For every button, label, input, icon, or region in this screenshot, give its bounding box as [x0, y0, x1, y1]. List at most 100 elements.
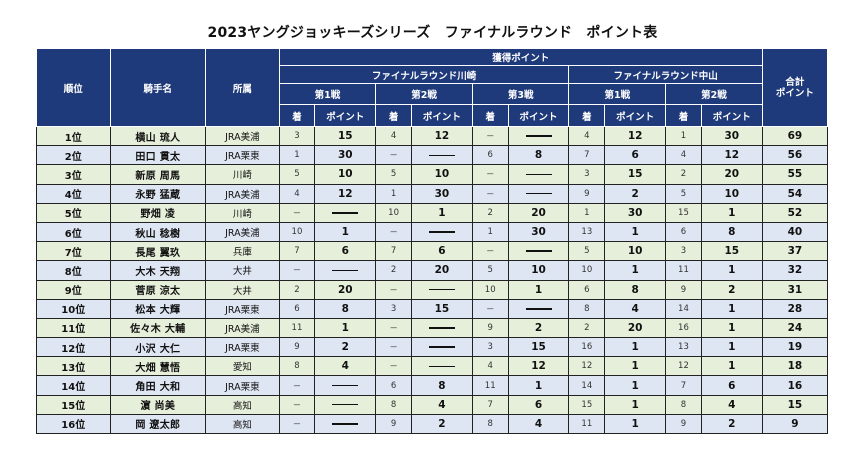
jockey-name-cell: 濵 尚美 — [109, 394, 207, 415]
kawasaki-race2-points-cell — [410, 279, 473, 300]
nakayama-race2-finish-cell: 8 — [665, 394, 702, 415]
points-table: 順位 騎手名 所属 獲得ポイント 合計 ポイント ファイナルラウンド川崎 ファイ… — [36, 48, 829, 435]
kawasaki-race3-points-cell: 30 — [507, 221, 570, 243]
nakayama-race1-finish-cell: 7 — [568, 145, 606, 166]
rank-cell: 14位 — [36, 375, 111, 396]
nakayama-race2-finish-cell: 12 — [665, 356, 702, 377]
kawasaki-race3-finish-cell: 7 — [471, 394, 509, 415]
no-points-dash — [428, 154, 455, 157]
nakayama-race2-finish-cell: 16 — [665, 317, 702, 339]
header-kawasaki-race2: 第2戦 — [375, 83, 473, 105]
header-total: 合計 ポイント — [761, 48, 829, 127]
nakayama-race2-points-cell: 1 — [700, 260, 763, 281]
table-row: 15位濵 尚美 高知－ 8 4 7 6 15 1 8 4 15 — [36, 394, 829, 415]
header-finish: 着 — [278, 104, 316, 127]
kawasaki-race1-finish-cell: 6 — [278, 298, 316, 319]
nakayama-race1-finish-cell: 2 — [568, 317, 606, 339]
nakayama-race1-points-cell: 1 — [604, 356, 667, 377]
nakayama-race2-finish-cell: 6 — [665, 221, 702, 243]
kawasaki-race2-finish-cell: 9 — [375, 413, 412, 435]
rank-cell: 4位 — [36, 183, 111, 204]
nakayama-race1-finish-cell: 3 — [568, 164, 606, 185]
table-row: 8位 大木 天翔 大井－ 2 20 5 10 10 1 11 1 32 — [36, 260, 829, 281]
total-points-cell: 55 — [761, 164, 829, 185]
jockey-name-cell: 秋山 稔樹 — [109, 221, 207, 243]
jockey-name-cell: 角田 大和 — [109, 375, 207, 396]
kawasaki-race1-finish-cell: 9 — [278, 337, 316, 358]
kawasaki-race1-finish-cell: 10 — [278, 221, 316, 243]
total-points-cell: 18 — [761, 356, 829, 377]
header-total-line2: ポイント — [775, 87, 814, 99]
kawasaki-race3-points-cell — [507, 125, 570, 147]
header-points: ポイント — [410, 104, 473, 127]
jockey-name-cell: 岡 遼太郎 — [109, 413, 207, 435]
nakayama-race2-finish-cell: 1 — [665, 125, 702, 147]
kawasaki-race1-points-cell: 15 — [314, 125, 377, 147]
table-row: 4位 永野 猛蔵 JRA美浦 4 12 1 30 － 9 2 5 10 54 — [36, 183, 829, 204]
kawasaki-race2-points-cell: 30 — [410, 183, 473, 204]
nakayama-race2-points-cell: 6 — [700, 375, 763, 396]
table-row: 9位 菅原 涼太 大井 2 20 － 10 1 6 8 9 2 31 — [36, 279, 829, 300]
rank-cell: 11位 — [36, 317, 111, 339]
kawasaki-race3-points-cell: 8 — [507, 145, 570, 166]
nakayama-race1-points-cell: 1 — [604, 375, 667, 396]
no-points-dash — [332, 423, 359, 425]
affiliation-cell: 川崎 — [205, 202, 280, 223]
nakayama-race1-points-cell: 1 — [604, 337, 667, 358]
kawasaki-race3-points-cell: 12 — [507, 356, 570, 377]
nakayama-race2-points-cell: 15 — [700, 241, 763, 262]
rank-cell: 8位 — [36, 260, 111, 281]
header-kawasaki-race3: 第3戦 — [471, 83, 570, 105]
no-points-dash — [525, 173, 552, 176]
nakayama-race2-points-cell: 8 — [700, 221, 763, 243]
header-rank: 順位 — [36, 48, 111, 127]
nakayama-race2-finish-cell: 11 — [665, 260, 702, 281]
nakayama-race2-points-cell: 1 — [700, 356, 763, 377]
kawasaki-race2-points-cell: 12 — [410, 125, 473, 147]
kawasaki-race3-points-cell: 4 — [507, 413, 570, 435]
table-row: 5位 野畑 凌川崎－ 10 1 2 20 1 30 15 1 52 — [36, 202, 829, 223]
affiliation-cell: JRA栗東 — [205, 337, 280, 358]
header-jockey: 騎手名 — [109, 48, 207, 127]
kawasaki-race3-finish-cell: 10 — [471, 279, 509, 300]
kawasaki-race2-finish-cell: 4 — [375, 125, 412, 147]
table-row: 13位 大畑 慧悟 愛知 8 4 － 4 12 12 1 12 1 18 — [36, 356, 829, 377]
kawasaki-race2-finish-cell: 5 — [375, 164, 412, 185]
kawasaki-race2-points-cell — [410, 337, 473, 358]
affiliation-cell: JRA栗東 — [205, 298, 280, 319]
kawasaki-race2-points-cell: 20 — [410, 260, 473, 281]
nakayama-race1-points-cell: 20 — [604, 317, 667, 339]
kawasaki-race1-points-cell: 1 — [314, 317, 377, 339]
page-title: 2023ヤングジョッキーズシリーズ ファイナルラウンド ポイント表 — [207, 25, 658, 41]
affiliation-cell: JRA栗東 — [205, 145, 280, 166]
kawasaki-race2-finish-cell: 3 — [375, 298, 412, 319]
kawasaki-race2-points-cell: 8 — [410, 375, 473, 396]
kawasaki-race1-points-cell: 20 — [314, 279, 377, 300]
kawasaki-race3-finish-cell: 1 — [471, 221, 509, 243]
kawasaki-race3-points-cell — [507, 164, 570, 185]
nakayama-race1-finish-cell: 12 — [568, 356, 606, 377]
kawasaki-race1-finish-cell: 7 — [278, 241, 316, 262]
nakayama-race1-points-cell: 2 — [604, 183, 667, 204]
nakayama-race2-points-cell: 12 — [700, 145, 763, 166]
rank-cell: 10位 — [36, 298, 111, 319]
nakayama-race2-finish-cell: 4 — [665, 145, 702, 166]
header-points: ポイント — [604, 104, 667, 127]
nakayama-race1-finish-cell: 15 — [568, 394, 606, 415]
total-points-cell: 69 — [761, 125, 829, 147]
header-points: ポイント — [314, 104, 377, 127]
rank-cell: 9位 — [36, 279, 111, 300]
kawasaki-race3-points-cell: 20 — [507, 202, 570, 223]
affiliation-cell: 兵庫 — [205, 241, 280, 262]
jockey-name-cell: 菅原 涼太 — [109, 279, 207, 300]
nakayama-race1-points-cell: 15 — [604, 164, 667, 185]
no-points-dash — [525, 250, 552, 252]
kawasaki-race1-points-cell: 2 — [314, 337, 377, 358]
nakayama-race1-finish-cell: 14 — [568, 375, 606, 396]
nakayama-race2-finish-cell: 5 — [665, 183, 702, 204]
jockey-name-cell: 小沢 大仁 — [109, 337, 207, 358]
jockey-name-cell: 大畑 慧悟 — [109, 356, 207, 377]
kawasaki-race1-points-cell: 6 — [314, 241, 377, 262]
kawasaki-race1-points-cell — [314, 202, 377, 223]
kawasaki-race3-points-cell: 6 — [507, 394, 570, 415]
